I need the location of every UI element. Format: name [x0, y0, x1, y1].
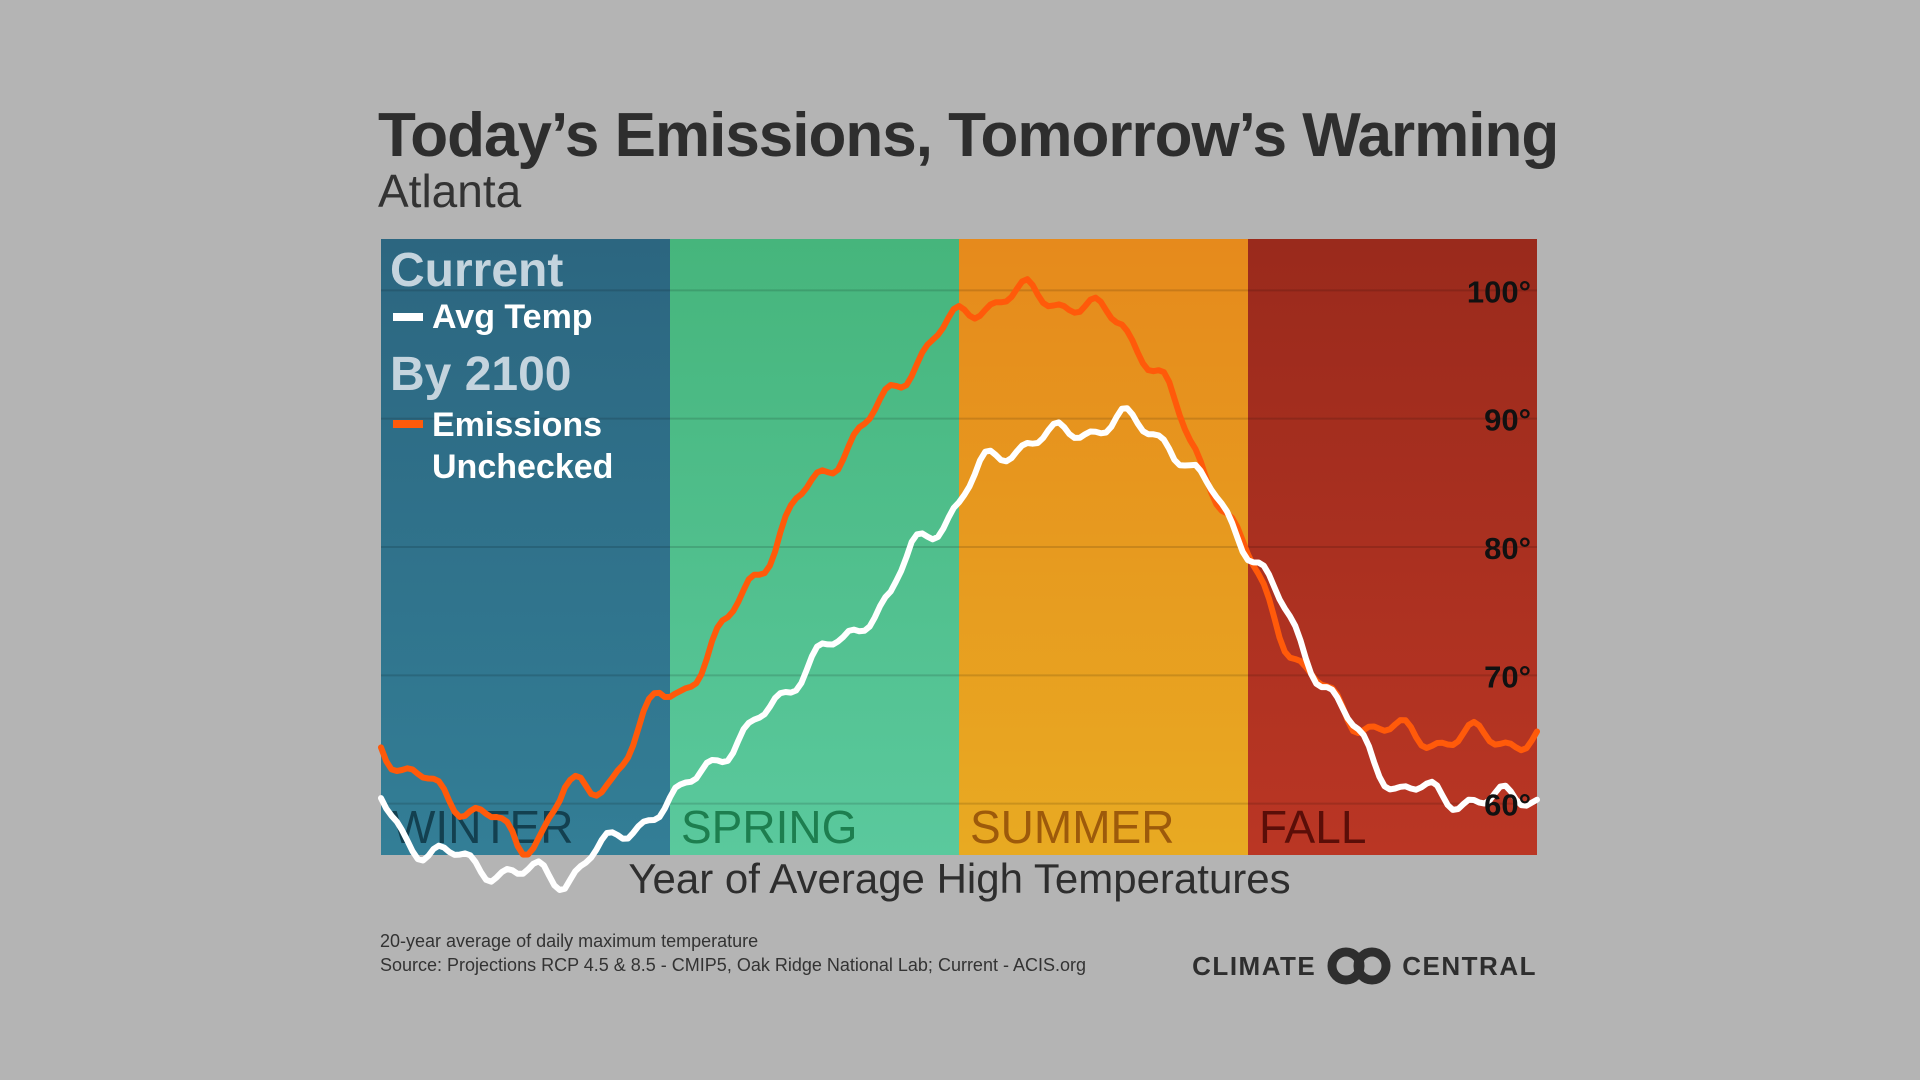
source-note: Source: Projections RCP 4.5 & 8.5 - CMIP… — [380, 955, 1086, 975]
climate-central-logo: CLIMATE CENTRAL — [1192, 946, 1537, 986]
legend-current-label: Avg Temp — [432, 298, 593, 336]
fall-season-band — [1248, 239, 1537, 855]
legend-future-swatch — [393, 420, 423, 428]
y-tick-label: 60° — [1484, 788, 1531, 823]
x-axis-label: Year of Average High Temperatures — [628, 855, 1291, 902]
season-label-summer: SUMMER — [970, 801, 1174, 853]
legend-future-label-line1: Emissions — [432, 406, 602, 444]
page-subtitle: Atlanta — [378, 165, 522, 217]
y-tick-label: 100° — [1467, 274, 1531, 309]
summer-season-band — [959, 239, 1248, 855]
winter-season-band — [381, 239, 670, 855]
legend-current-swatch — [393, 313, 423, 321]
legend-current-heading: Current — [390, 244, 563, 297]
season-label-spring: SPRING — [681, 801, 857, 853]
y-tick-label: 80° — [1484, 531, 1531, 566]
logo-mark-icon — [1327, 947, 1391, 985]
page-title: Today’s Emissions, Tomorrow’s Warming — [378, 101, 1559, 170]
season-label-fall: FALL — [1259, 801, 1366, 853]
footnote: 20-year average of daily maximum tempera… — [380, 931, 759, 951]
current-avg-temp-line — [378, 405, 1540, 893]
y-tick-label: 70° — [1484, 659, 1531, 694]
logo-text-left: CLIMATE — [1192, 950, 1317, 981]
legend: Current Avg Temp By 2100 Emissions Unche… — [390, 244, 613, 486]
y-axis-ticks: 60° 70° 80° 90° 100° — [1467, 274, 1531, 822]
y-tick-label: 90° — [1484, 403, 1531, 438]
gridlines — [381, 289, 1537, 805]
logo-text-right: CENTRAL — [1402, 950, 1537, 981]
legend-future-label-line2: Unchecked — [432, 448, 613, 486]
legend-future-heading: By 2100 — [390, 348, 571, 401]
